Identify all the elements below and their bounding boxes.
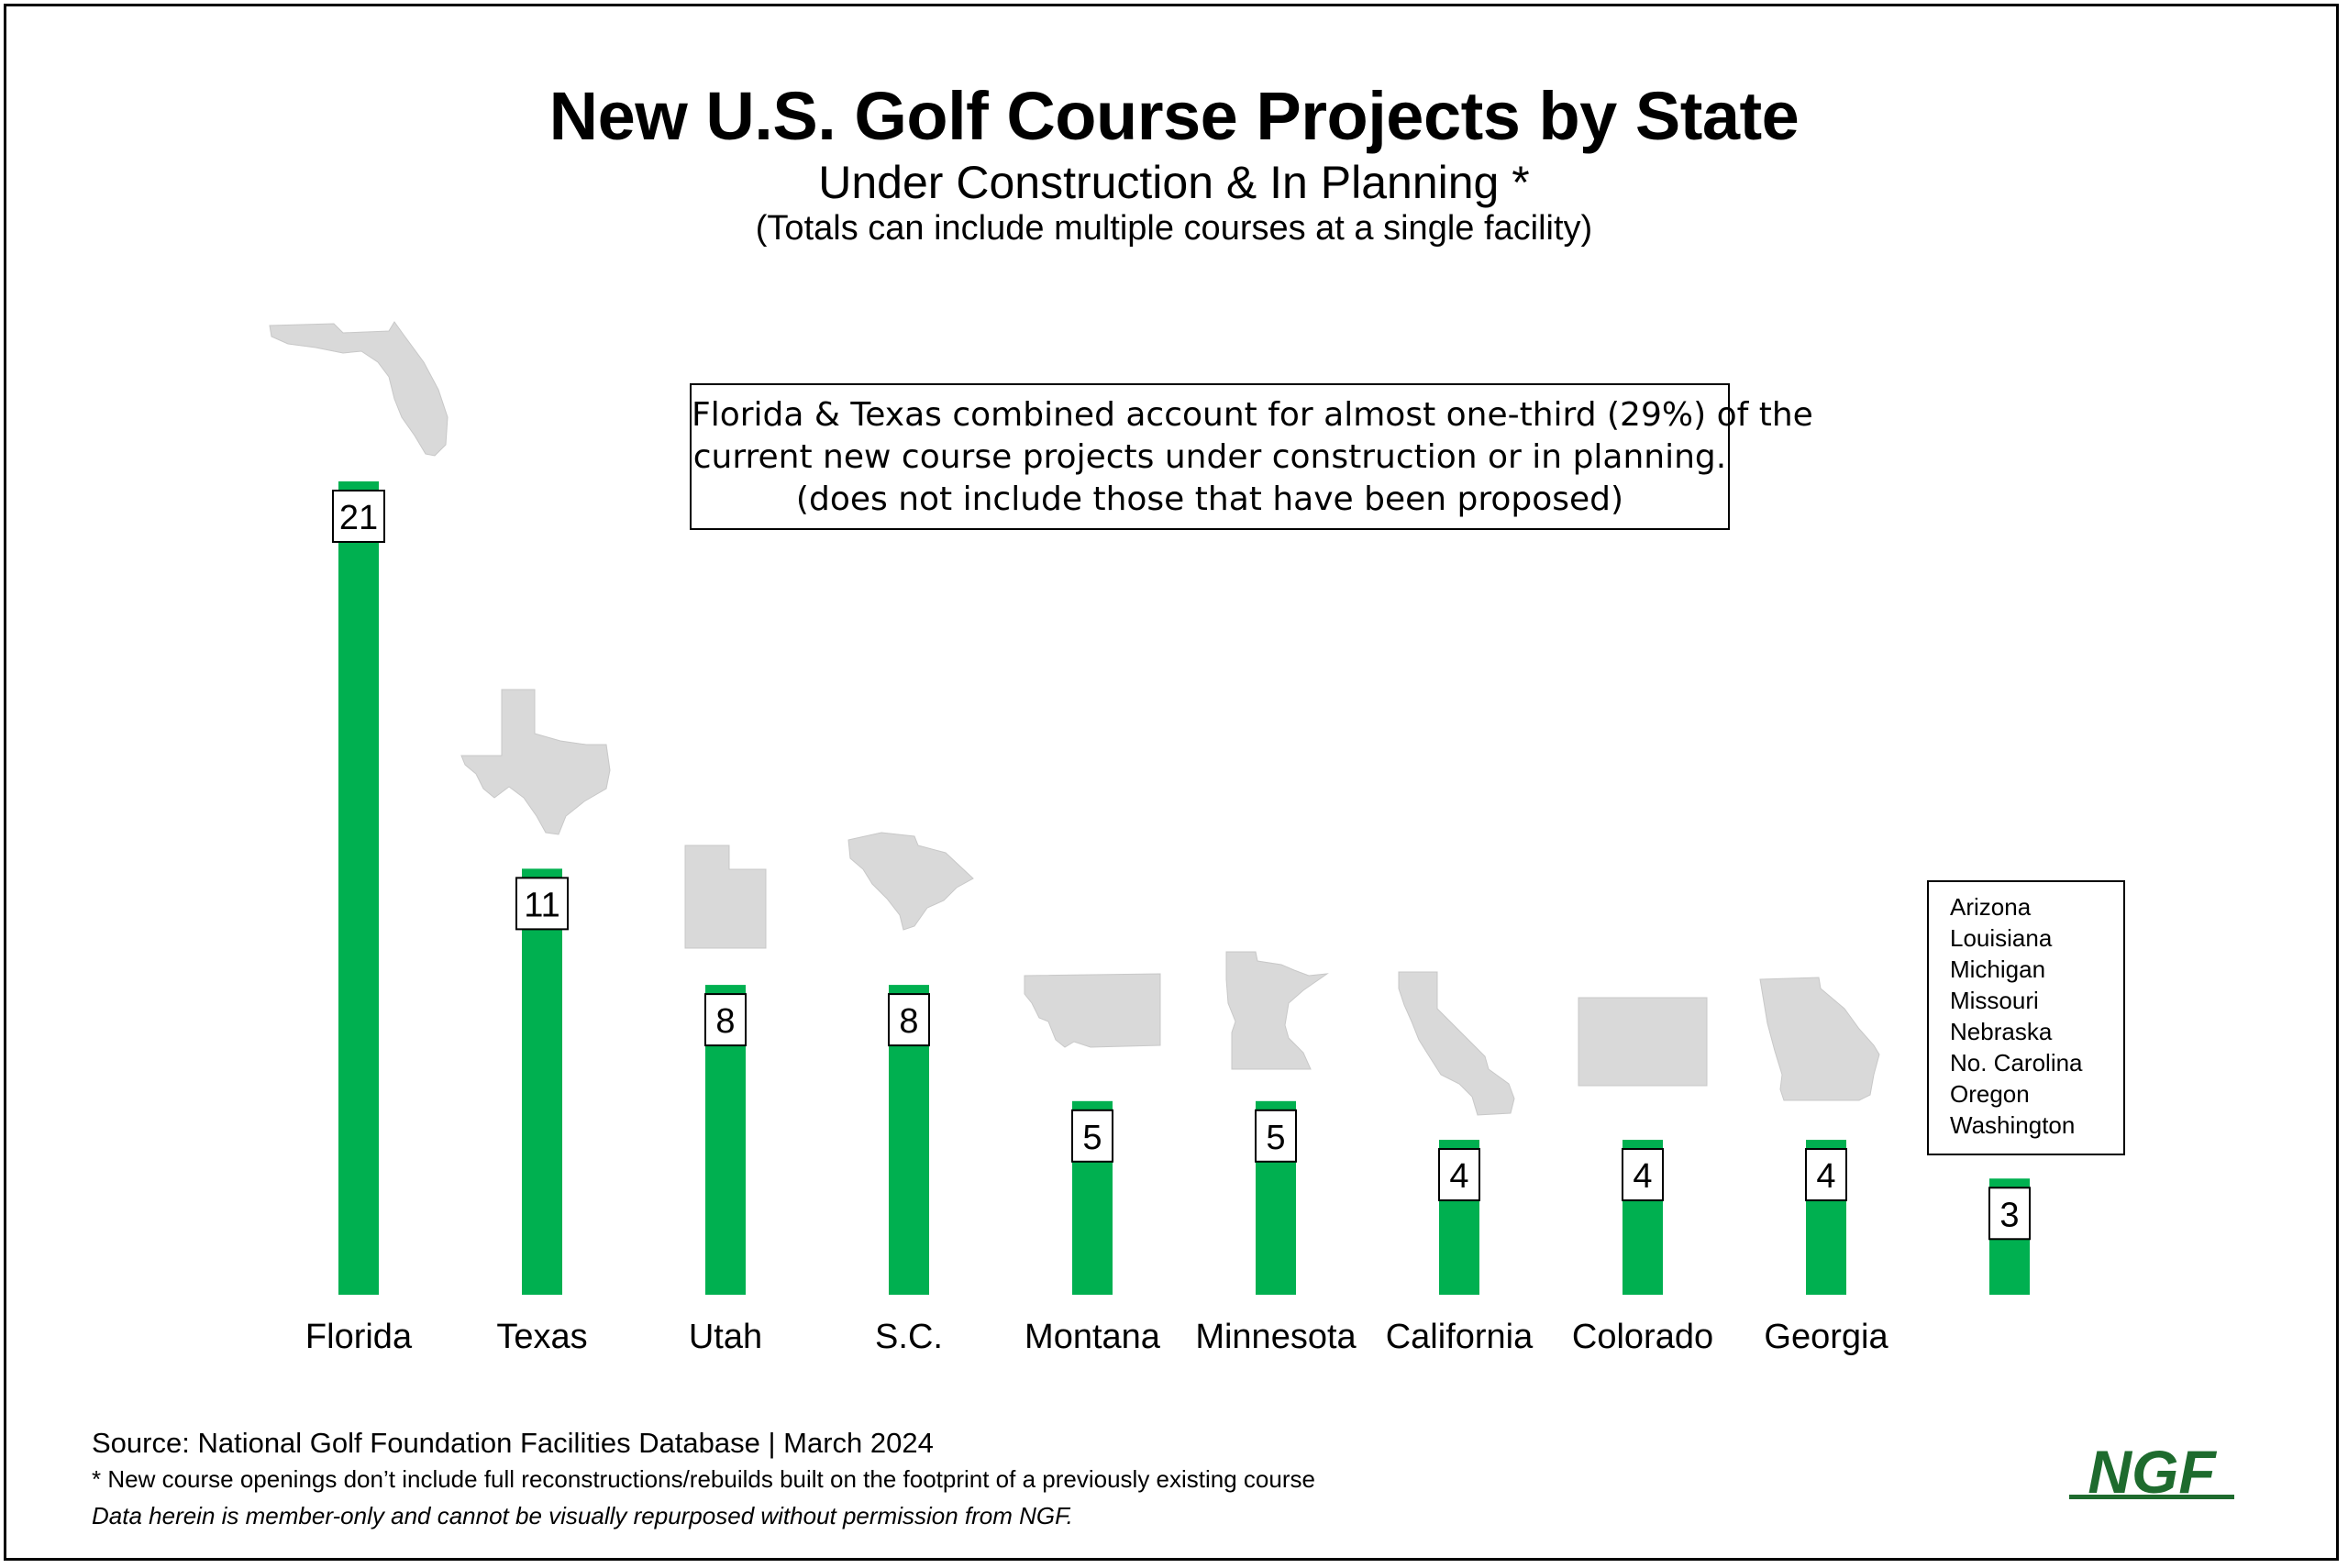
colorado-shape (1578, 997, 1708, 1087)
chart-title: New U.S. Golf Course Projects by State (548, 78, 1800, 154)
other-state-item: Washington (1950, 1111, 2076, 1139)
ngf-logo-underline (2069, 1495, 2234, 1499)
data-label: 8 (899, 1002, 918, 1041)
texas-shape (460, 689, 611, 835)
data-label-box (1622, 1148, 1664, 1202)
other-state-item: Oregon (1950, 1080, 2030, 1108)
data-label-box (888, 993, 930, 1047)
data-label-box (1071, 1109, 1113, 1163)
category-label: Texas (496, 1318, 587, 1356)
category-label: S.C. (875, 1318, 943, 1356)
data-label-box (1805, 1148, 1847, 1202)
south-carolina-shape (847, 832, 974, 931)
california-shape (1398, 971, 1515, 1116)
callout-line: Florida & Texas combined account for alm… (692, 396, 1813, 434)
data-label: 4 (1816, 1157, 1835, 1196)
callout-box: Florida & Texas combined account for alm… (690, 383, 1813, 530)
data-label: 3 (1999, 1196, 2019, 1234)
other-state-item: Michigan (1950, 955, 2046, 983)
data-label: 5 (1082, 1119, 1102, 1157)
data-label-box (1255, 1109, 1297, 1163)
data-label-box (704, 993, 747, 1047)
category-label: Georgia (1764, 1318, 1888, 1356)
minnesota-shape (1225, 951, 1329, 1070)
other-state-item: Louisiana (1950, 924, 2053, 952)
data-label-box (1988, 1187, 2031, 1241)
data-label: 4 (1633, 1157, 1652, 1196)
other-states-list: Arizona Louisiana Michigan Missouri Nebr… (1927, 880, 2125, 1155)
footnote: * New course openings don’t include full… (92, 1465, 1315, 1493)
category-label: Colorado (1572, 1318, 1713, 1356)
data-label: 4 (1449, 1157, 1468, 1196)
category-label: Utah (689, 1318, 762, 1356)
montana-shape (1024, 973, 1161, 1048)
ngf-logo: NGF (2069, 1441, 2234, 1506)
chart-subtitle: Under Construction & In Planning * (818, 157, 1530, 208)
data-label-box (515, 877, 569, 931)
other-state-item: No. Carolina (1950, 1049, 2083, 1077)
data-label: 11 (524, 886, 559, 924)
other-state-item: Missouri (1950, 987, 2039, 1014)
florida-shape (269, 321, 449, 457)
other-state-item: Arizona (1950, 893, 2032, 921)
category-label: Florida (305, 1318, 413, 1356)
data-label: 5 (1266, 1119, 1285, 1157)
utah-shape (684, 845, 767, 949)
chart-subtitle-note: (Totals can include multiple courses at … (755, 209, 1593, 248)
category-label: Montana (1024, 1318, 1161, 1356)
data-label: 21 (339, 499, 378, 537)
data-label-box (1438, 1148, 1480, 1202)
bar (522, 868, 562, 1295)
category-label: Minnesota (1195, 1318, 1357, 1356)
category-label: California (1386, 1318, 1534, 1356)
callout-line: current new course projects under constr… (692, 438, 1727, 476)
callout-line: (does not include those that have been p… (795, 480, 1624, 518)
data-label-box (332, 490, 385, 543)
data-label: 8 (715, 1002, 735, 1041)
georgia-shape (1759, 977, 1880, 1101)
bar (338, 481, 379, 1295)
disclaimer: Data herein is member-only and cannot be… (92, 1502, 1073, 1529)
chart-frame (4, 4, 2339, 1561)
other-state-item: Nebraska (1950, 1018, 2053, 1045)
source-note: Source: National Golf Foundation Facilit… (92, 1427, 934, 1459)
